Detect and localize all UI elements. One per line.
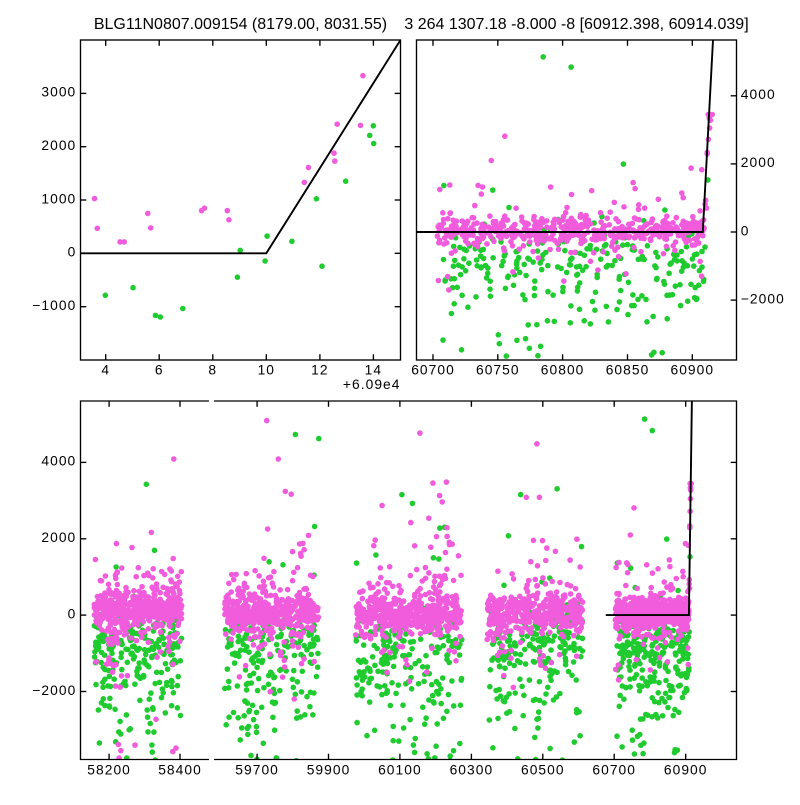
svg-text:60750: 60750 bbox=[476, 363, 520, 378]
svg-text:60800: 60800 bbox=[541, 363, 585, 378]
svg-text:10: 10 bbox=[258, 363, 275, 378]
svg-text:60700: 60700 bbox=[592, 763, 636, 778]
svg-text:60500: 60500 bbox=[521, 763, 565, 778]
svg-text:2000: 2000 bbox=[41, 530, 76, 545]
svg-text:8: 8 bbox=[208, 363, 217, 378]
svg-text:4000: 4000 bbox=[41, 454, 76, 469]
svg-text:2000: 2000 bbox=[41, 138, 76, 153]
svg-text:+6.09e4: +6.09e4 bbox=[343, 377, 401, 392]
svg-text:60100: 60100 bbox=[378, 763, 422, 778]
svg-text:2000: 2000 bbox=[741, 155, 776, 170]
svg-text:0: 0 bbox=[68, 245, 77, 260]
svg-text:59900: 59900 bbox=[307, 763, 351, 778]
svg-text:12: 12 bbox=[311, 363, 328, 378]
svg-text:60900: 60900 bbox=[664, 763, 708, 778]
svg-text:60900: 60900 bbox=[670, 363, 714, 378]
svg-text:−2000: −2000 bbox=[741, 291, 785, 306]
svg-text:BLG11N0807.009154 (8179.00, 80: BLG11N0807.009154 (8179.00, 8031.55) bbox=[94, 16, 387, 33]
svg-text:60300: 60300 bbox=[450, 763, 494, 778]
svg-text:3000: 3000 bbox=[41, 85, 76, 100]
svg-text:1000: 1000 bbox=[41, 191, 76, 206]
svg-text:6: 6 bbox=[155, 363, 164, 378]
svg-text:3 264 1307.18 -8.000 -8 [60912: 3 264 1307.18 -8.000 -8 [60912.398, 6091… bbox=[404, 16, 748, 33]
svg-text:60700: 60700 bbox=[411, 363, 455, 378]
svg-text:0: 0 bbox=[68, 606, 77, 621]
svg-text:−2000: −2000 bbox=[32, 683, 76, 698]
svg-text:4000: 4000 bbox=[741, 87, 776, 102]
svg-text:0: 0 bbox=[741, 223, 750, 238]
svg-text:−1000: −1000 bbox=[32, 298, 76, 313]
svg-text:58200: 58200 bbox=[87, 763, 131, 778]
svg-text:14: 14 bbox=[365, 363, 382, 378]
svg-text:58400: 58400 bbox=[158, 763, 202, 778]
svg-text:60850: 60850 bbox=[606, 363, 650, 378]
svg-text:59700: 59700 bbox=[235, 763, 279, 778]
svg-text:4: 4 bbox=[101, 363, 110, 378]
